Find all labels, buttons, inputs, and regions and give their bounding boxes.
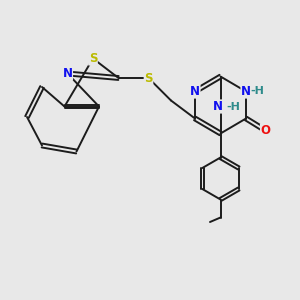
- Text: O: O: [260, 124, 271, 137]
- Text: -H: -H: [226, 101, 240, 112]
- Text: N: N: [190, 85, 200, 98]
- Text: N: N: [213, 100, 223, 113]
- Text: N: N: [241, 85, 251, 98]
- Text: -H: -H: [250, 86, 264, 97]
- Text: N: N: [62, 67, 73, 80]
- Text: S: S: [144, 71, 153, 85]
- Text: S: S: [89, 52, 97, 65]
